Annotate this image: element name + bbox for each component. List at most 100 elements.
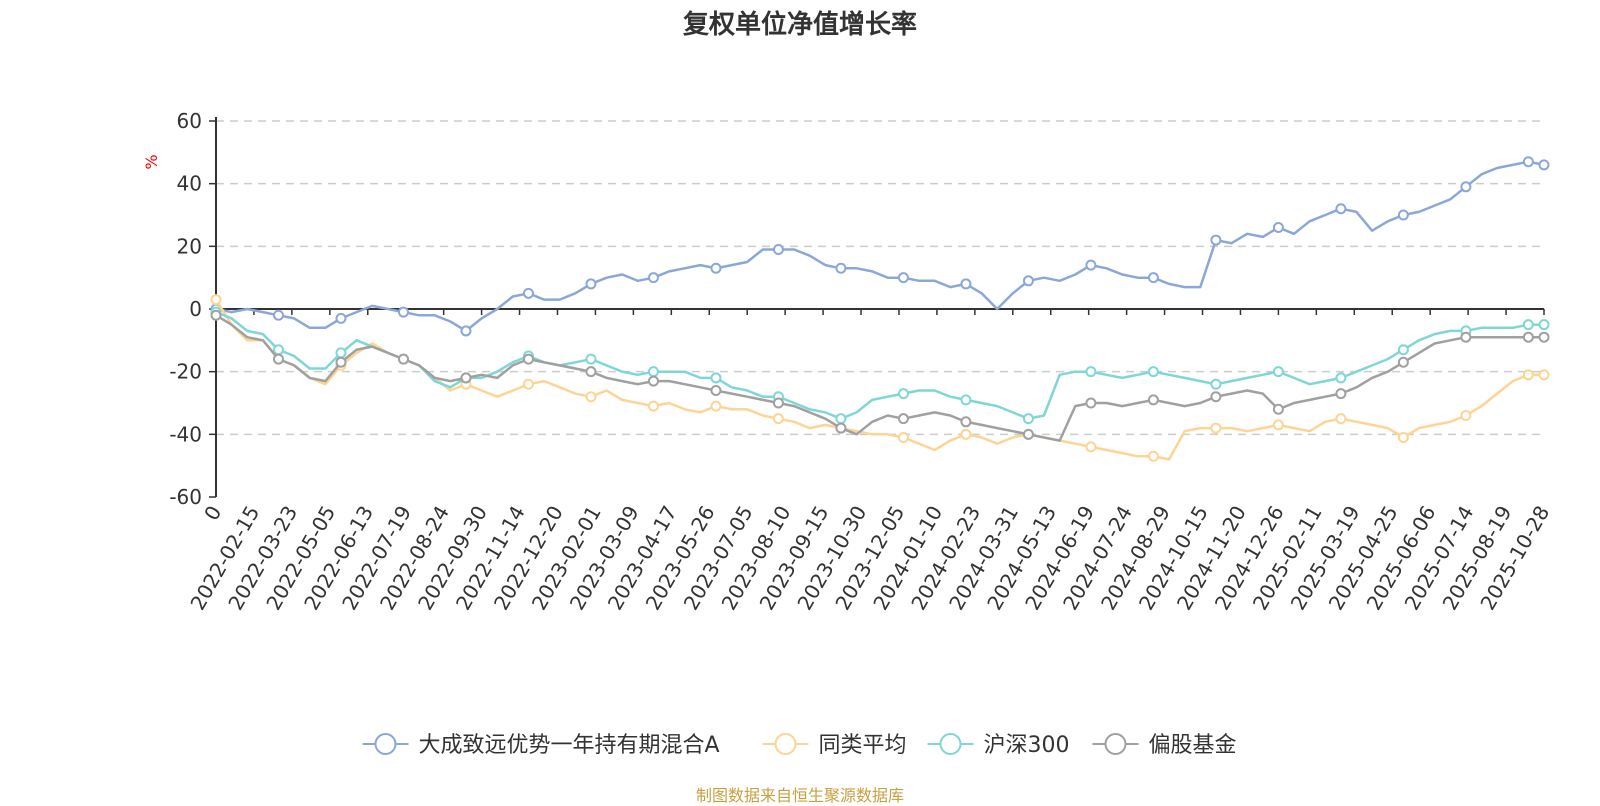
series-point-3 (460, 372, 472, 384)
series-point-2 (1022, 413, 1034, 425)
series-point-0 (585, 278, 597, 290)
series-point-2 (1397, 344, 1409, 356)
legend-circle-icon (939, 733, 962, 755)
series-point-3 (522, 353, 534, 365)
series-point-1 (1210, 422, 1222, 434)
series-point-3 (710, 384, 722, 396)
legend-item-2: 沪深300 (927, 733, 1070, 758)
series-point-1 (710, 400, 722, 412)
series-point-2 (835, 413, 847, 425)
series-point-0 (272, 309, 284, 321)
series-point-0 (1335, 203, 1347, 215)
grid-lines (216, 120, 1544, 436)
legend-label: 同类平均 (819, 733, 907, 758)
chart-title: 复权单位净值增长率 (682, 10, 917, 40)
series-point-2 (960, 394, 972, 406)
series-point-3 (1522, 331, 1534, 343)
series-point-3 (272, 353, 284, 365)
series-point-1 (772, 413, 784, 425)
series-point-3 (835, 422, 847, 434)
series-point-3 (397, 353, 409, 365)
series-point-2 (585, 353, 597, 365)
series-point-2 (1147, 366, 1159, 378)
series-point-3 (1460, 331, 1472, 343)
series-point-2 (1210, 378, 1222, 390)
series-point-3 (335, 356, 347, 368)
series-point-1 (1272, 419, 1284, 431)
series-point-1 (1538, 369, 1550, 381)
series-point-1 (960, 428, 972, 440)
series-line-1 (214, 298, 1544, 461)
series-point-1 (897, 431, 909, 443)
series-point-1 (647, 400, 659, 412)
series-point-1 (1460, 410, 1472, 422)
series-line-0 (215, 160, 1545, 333)
legend-circle-icon (1104, 733, 1127, 755)
series-point-0 (772, 243, 784, 255)
y-tick-label: -40 (169, 422, 202, 446)
series-point-1 (210, 294, 222, 306)
series-point-0 (1522, 156, 1534, 168)
series-point-0 (960, 278, 972, 290)
series-line-2 (215, 310, 1544, 420)
series-point-1 (585, 391, 597, 403)
legend-item-0: 大成致远优势一年持有期混合A (362, 733, 720, 758)
series-point-0 (522, 287, 534, 299)
series-point-2 (1085, 366, 1097, 378)
y-tick-label: -60 (169, 485, 202, 509)
series-point-0 (397, 306, 409, 318)
series-point-3 (1022, 428, 1034, 440)
series-point-3 (960, 416, 972, 428)
series-point-3 (647, 375, 659, 387)
series-point-1 (522, 378, 534, 390)
series-point-0 (1147, 272, 1159, 284)
series-point-0 (835, 262, 847, 274)
series-point-0 (897, 272, 909, 284)
series-point-2 (1272, 366, 1284, 378)
series-point-1 (1085, 441, 1097, 453)
x-tick-label: 0 (199, 502, 226, 525)
series-point-0 (647, 272, 659, 284)
data-source-note: 制图数据来自恒生聚源数据库 (695, 786, 904, 805)
legend-label: 沪深300 (984, 733, 1070, 758)
series-point-3 (772, 397, 784, 409)
legend-item-1: 同类平均 (762, 733, 907, 758)
legend: 大成致远优势一年持有期混合A 同类平均 沪深300 偏股基金 (362, 733, 1237, 758)
legend-label: 大成致远优势一年持有期混合A (419, 733, 720, 758)
legend-item-3: 偏股基金 (1092, 733, 1237, 758)
series-point-3 (1538, 331, 1550, 343)
series-point-2 (1522, 319, 1534, 331)
series-lines (210, 156, 1550, 462)
series-point-3 (1397, 356, 1409, 368)
series-point-2 (335, 347, 347, 359)
series-point-3 (210, 309, 222, 321)
series-point-3 (1335, 388, 1347, 400)
series-point-0 (1538, 159, 1550, 171)
legend-label: 偏股基金 (1149, 733, 1237, 758)
series-point-2 (897, 388, 909, 400)
series-point-0 (1272, 222, 1284, 234)
series-point-2 (1335, 372, 1347, 384)
series-point-3 (1085, 397, 1097, 409)
series-point-0 (460, 325, 472, 337)
series-point-0 (335, 312, 347, 324)
legend-circle-icon (374, 733, 397, 755)
series-point-0 (1397, 209, 1409, 221)
y-axis-unit: % (142, 154, 161, 169)
series-point-2 (272, 344, 284, 356)
series-point-2 (647, 366, 659, 378)
series-point-1 (1147, 450, 1159, 462)
series-point-2 (1538, 319, 1550, 331)
series-point-0 (1022, 275, 1034, 287)
series-point-3 (897, 413, 909, 425)
axes: 6040200-20-40-60%02022-02-152022-03-2320… (142, 109, 1554, 614)
legend-circle-icon (774, 733, 797, 755)
series-point-1 (1335, 413, 1347, 425)
series-point-1 (1397, 431, 1409, 443)
series-point-0 (1210, 234, 1222, 246)
series-line-3 (215, 314, 1544, 442)
series-point-3 (585, 366, 597, 378)
y-tick-label: 20 (177, 234, 202, 258)
y-tick-label: 40 (177, 172, 202, 196)
